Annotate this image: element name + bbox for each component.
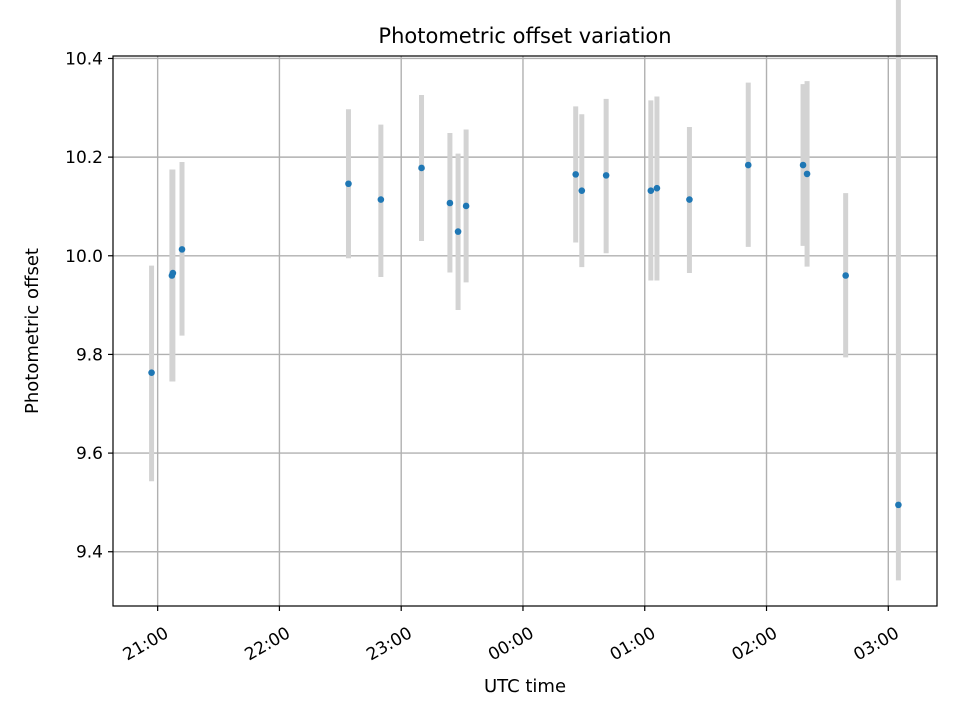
y-axis-label: Photometric offset (22, 248, 43, 414)
data-point (895, 501, 902, 509)
y-tick-label: 9.8 (76, 345, 103, 365)
data-point (578, 187, 586, 194)
y-tick-label: 9.6 (76, 444, 103, 464)
data-point (842, 272, 849, 279)
plot-frame (112, 55, 938, 607)
data-point (418, 164, 425, 172)
y-tick-label: 10.2 (65, 148, 103, 168)
data-point (799, 161, 807, 169)
x-tick-label: 01:00 (607, 623, 659, 665)
x-tick-label: 23:00 (363, 623, 415, 665)
data-point (446, 199, 454, 207)
y-tick-label: 10.4 (65, 49, 103, 69)
x-tick-label: 22:00 (241, 623, 293, 665)
x-tick-label: 21:00 (120, 623, 172, 665)
data-point (169, 269, 177, 277)
data-point (602, 172, 610, 179)
data-point (454, 228, 462, 235)
errorbar-layer (149, 0, 901, 581)
data-point (803, 170, 811, 178)
point-layer (148, 161, 902, 509)
tick-layer: 21:00 22:00 23:00 00:00 01:00 02:00 03:00 9.4 9.… (65, 49, 903, 665)
x-tick-label: 02:00 (729, 623, 781, 665)
data-point (686, 196, 693, 203)
x-tick-label: 00:00 (485, 623, 537, 665)
x-tick-label: 03:00 (850, 623, 902, 665)
y-tick-label: 9.4 (76, 543, 103, 563)
data-point (345, 180, 352, 188)
data-point (377, 196, 385, 203)
data-point (572, 171, 580, 178)
data-point (744, 161, 752, 169)
grid-layer (113, 56, 937, 606)
data-point (178, 246, 186, 253)
data-point (647, 187, 655, 194)
data-point (148, 369, 155, 376)
x-axis-label: UTC time (484, 676, 566, 697)
data-point (653, 184, 661, 192)
chart-title: Photometric offset variation (378, 24, 671, 48)
data-point (462, 202, 470, 210)
y-tick-label: 10.0 (65, 247, 103, 267)
